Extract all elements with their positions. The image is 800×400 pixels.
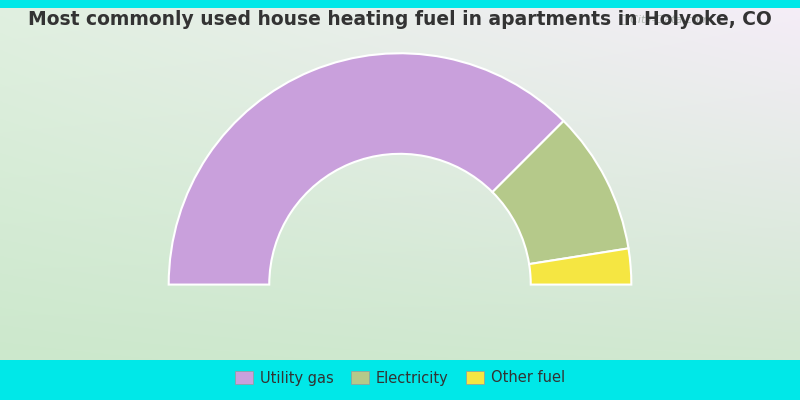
Legend: Utility gas, Electricity, Other fuel: Utility gas, Electricity, Other fuel <box>229 365 571 391</box>
Wedge shape <box>493 121 629 264</box>
Wedge shape <box>529 248 631 284</box>
Wedge shape <box>169 53 563 284</box>
Text: ⌕ City-Data.com: ⌕ City-Data.com <box>620 15 710 25</box>
Text: Most commonly used house heating fuel in apartments in Holyoke, CO: Most commonly used house heating fuel in… <box>28 10 772 29</box>
